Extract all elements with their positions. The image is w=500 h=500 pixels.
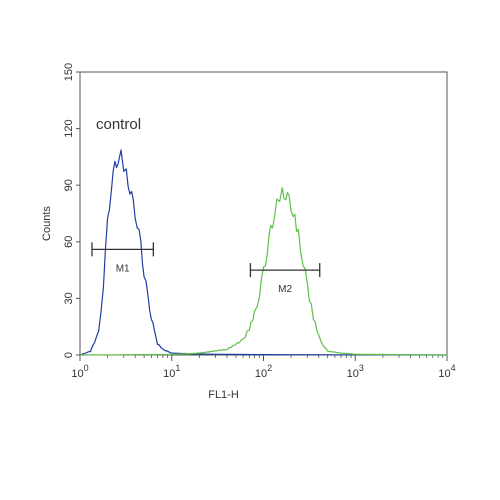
x-tick-base: 10 — [255, 368, 267, 380]
y-tick-label: 120 — [63, 119, 75, 137]
gate-label-m1: M1 — [116, 263, 130, 274]
x-tick-base: 10 — [163, 368, 175, 380]
x-tick-base: 10 — [347, 368, 359, 380]
y-tick-label: 0 — [63, 352, 75, 358]
gate-layer: M1 M2 — [91, 242, 321, 295]
y-tick-label: 90 — [63, 179, 75, 191]
sample-histogram-line — [80, 187, 447, 356]
y-axis-label: Counts — [41, 206, 53, 241]
y-tick-label: 150 — [63, 63, 75, 81]
series-layer — [79, 149, 447, 356]
y-tick-label: 30 — [63, 292, 75, 304]
y-tick-label: 60 — [63, 236, 75, 248]
x-tick-exponent: 0 — [84, 363, 89, 373]
gate-label-m2: M2 — [278, 284, 292, 295]
x-tick-base: 10 — [438, 368, 450, 380]
x-tick-exponent: 3 — [359, 363, 364, 373]
control-annotation: control — [96, 116, 141, 133]
x-axis-ticks: 100 101 102 103 104 — [71, 355, 456, 380]
y-axis-ticks: 0 30 60 90 120 150 — [63, 63, 80, 358]
x-tick-label: 104 — [438, 363, 455, 380]
x-tick-exponent: 1 — [175, 363, 180, 373]
x-tick-base: 10 — [71, 368, 83, 380]
control-histogram-line — [79, 149, 447, 356]
x-tick-label: 102 — [255, 363, 272, 380]
x-tick-label: 100 — [71, 363, 88, 380]
x-tick-label: 101 — [163, 363, 180, 380]
x-tick-exponent: 4 — [451, 363, 456, 373]
x-tick-label: 103 — [347, 363, 364, 380]
x-tick-exponent: 2 — [267, 363, 272, 373]
x-axis-label: FL1-H — [208, 389, 239, 401]
